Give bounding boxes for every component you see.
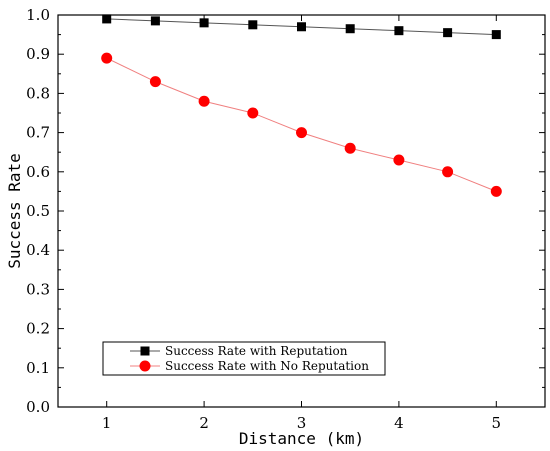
data-point (442, 166, 454, 178)
x-tick-label: 4 (394, 414, 404, 432)
y-axis-title: Success Rate (5, 153, 24, 269)
y-tick-label: 0.4 (26, 241, 50, 259)
series-line (106, 57, 497, 192)
data-point (296, 127, 307, 139)
y-tick-label: 0.3 (26, 280, 50, 298)
data-point (491, 30, 501, 40)
y-tick-label: 0.7 (26, 124, 50, 142)
data-point (394, 26, 404, 36)
x-axis-title: Distance (km) (239, 429, 364, 448)
data-point (443, 28, 453, 38)
y-tick-label: 0.9 (26, 45, 50, 63)
y-tick-label: 0.6 (26, 163, 50, 181)
series-layer (101, 14, 502, 197)
data-point (149, 76, 161, 88)
legend-label: Success Rate with Reputation (165, 344, 348, 358)
data-point (344, 142, 356, 154)
x-tick-label: 1 (102, 414, 112, 432)
x-tick-label: 5 (492, 414, 502, 432)
data-point (490, 185, 502, 197)
legend-marker (139, 360, 151, 372)
y-tick-label: 0.0 (26, 398, 50, 416)
x-tick-label: 2 (199, 414, 209, 432)
data-point (248, 20, 258, 30)
y-tick-label: 0.5 (26, 202, 50, 220)
x-tick-label: 3 (297, 414, 307, 432)
y-tick-label: 0.2 (26, 320, 50, 338)
legend-marker (140, 346, 150, 356)
legend-box (102, 341, 386, 376)
y-tick-label: 0.8 (26, 84, 50, 102)
data-point (297, 22, 306, 32)
data-point (199, 18, 209, 28)
data-point (393, 154, 405, 166)
data-point (247, 107, 259, 119)
y-tick-label: 0.1 (26, 359, 50, 377)
y-tick-label: 1.0 (26, 6, 50, 24)
data-point (102, 14, 112, 24)
axes: 1 2 3 4 5 0.0 0.1 0.2 0.3 0.4 0.5 0.6 0.7 0.8 0.9 1.0 (26, 6, 546, 432)
data-point (345, 24, 355, 34)
series-1 (102, 14, 501, 40)
legend-entry-1: Success Rate with Reputation (130, 344, 348, 358)
series-2 (101, 52, 502, 197)
data-point (101, 52, 113, 64)
legend-entry-2: Success Rate with No Reputation (130, 359, 369, 373)
data-point (150, 16, 160, 26)
data-point (198, 95, 210, 107)
legend-label: Success Rate with No Reputation (165, 359, 369, 373)
